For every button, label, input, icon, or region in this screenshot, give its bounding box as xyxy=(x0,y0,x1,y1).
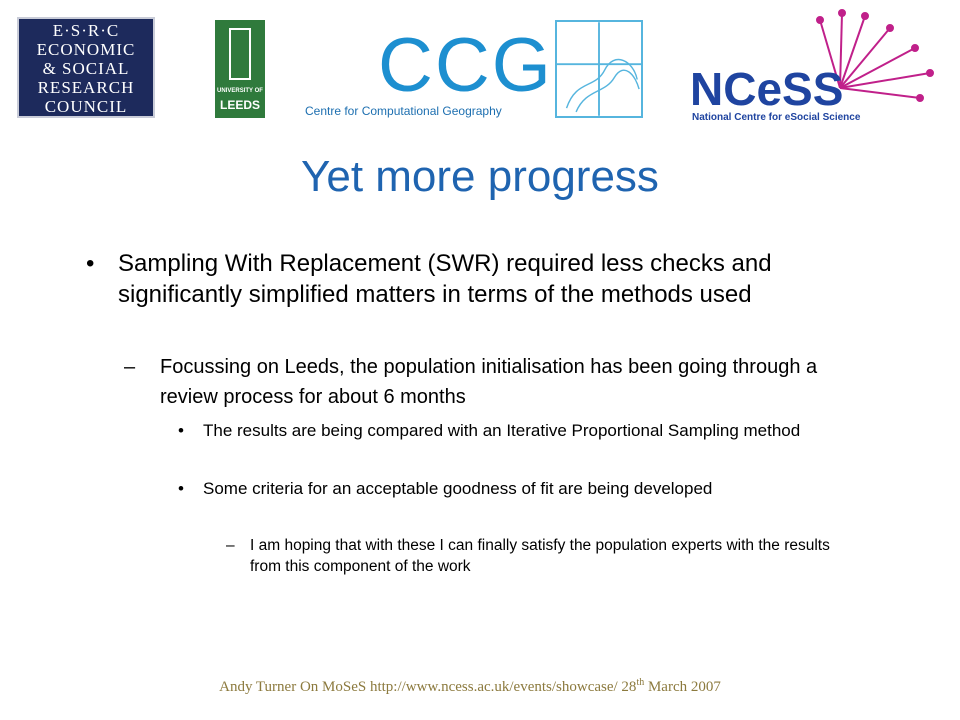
logo-text: COUNCIL xyxy=(44,97,128,116)
logo-text: & SOCIAL xyxy=(42,59,130,78)
footer-text: March 2007 xyxy=(644,679,721,695)
logo-icon xyxy=(816,9,934,102)
logo-text: CCG xyxy=(378,23,553,108)
logo-text: LEEDS xyxy=(219,98,260,112)
logo-text: National Centre for eSocial Science xyxy=(692,112,861,123)
sub-bullet: Focussing on Leeds, the population initi… xyxy=(124,352,860,412)
esrc-logo: E·S·R·C ECONOMIC & SOCIAL RESEARCH COUNC… xyxy=(17,17,155,118)
logo-text: E·S·R·C xyxy=(52,21,120,40)
logo-text: Centre for Computational Geography xyxy=(305,104,502,118)
leeds-logo: UNIVERSITY OF LEEDS xyxy=(215,20,265,118)
logo-icon xyxy=(555,20,643,118)
logo-text: RESEARCH xyxy=(37,78,135,97)
detail-bullet: I am hoping that with these I can finall… xyxy=(226,535,850,577)
slide-title: Yet more progress xyxy=(301,152,659,201)
logo-icon xyxy=(229,28,251,80)
footer-text: th xyxy=(636,677,645,688)
footer-text: Andy Turner On MoSeS http://www.ncess.ac… xyxy=(219,679,637,695)
logo-text: NCeSS xyxy=(690,63,844,115)
sub-sub-bullet: The results are being compared with an I… xyxy=(178,419,863,442)
sub-sub-bullet: Some criteria for an acceptable goodness… xyxy=(178,477,863,500)
bullet: Sampling With Replacement (SWR) required… xyxy=(86,248,838,310)
logo-text: ECONOMIC xyxy=(36,40,136,59)
logo-text: UNIVERSITY OF xyxy=(217,88,263,94)
footer: Andy Turner On MoSeS http://www.ncess.ac… xyxy=(0,677,940,696)
